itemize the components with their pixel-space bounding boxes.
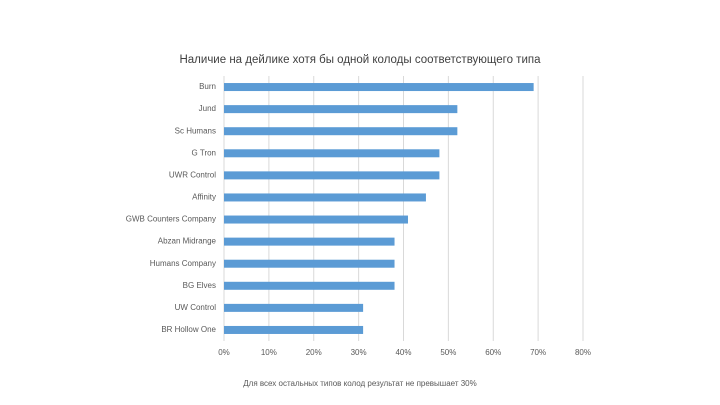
bar: [224, 171, 440, 180]
x-tick-label: 30%: [351, 348, 367, 357]
bar: [224, 149, 440, 158]
y-tick-label: Abzan Midrange: [158, 237, 217, 246]
bar: [224, 281, 395, 290]
bar: [224, 237, 395, 246]
x-tick-label: 50%: [440, 348, 456, 357]
y-tick-label: GWB Counters Company: [126, 215, 216, 224]
y-tick-label: Humans Company: [150, 259, 216, 268]
x-tick-label: 0%: [218, 348, 230, 357]
x-tick-label: 40%: [395, 348, 411, 357]
y-tick-label: BG Elves: [183, 281, 216, 290]
chart-note: Для всех остальных типов колод результат…: [243, 379, 477, 388]
bar: [224, 215, 408, 224]
bar: [224, 105, 458, 114]
y-tick-label: G Tron: [192, 148, 216, 157]
y-tick-label: Burn: [199, 82, 216, 91]
x-tick-label: 80%: [575, 348, 591, 357]
x-tick-label: 70%: [530, 348, 546, 357]
y-tick-label: Sc Humans: [175, 126, 216, 135]
bar: [224, 259, 395, 268]
bar: [224, 127, 458, 136]
bar: [224, 83, 534, 92]
y-tick-label: Affinity: [192, 193, 216, 202]
bar: [224, 325, 364, 334]
bar: [224, 193, 426, 202]
x-tick-label: 60%: [485, 348, 501, 357]
y-tick-label: UW Control: [175, 303, 217, 312]
bar: [224, 303, 364, 312]
y-tick-label: Jund: [199, 104, 216, 113]
x-tick-label: 10%: [261, 348, 277, 357]
y-tick-label: BR Hollow One: [161, 325, 216, 334]
chart-title: Наличие на дейлике хотя бы одной колоды …: [179, 54, 541, 66]
y-tick-label: UWR Control: [169, 170, 216, 179]
x-tick-label: 20%: [306, 348, 322, 357]
